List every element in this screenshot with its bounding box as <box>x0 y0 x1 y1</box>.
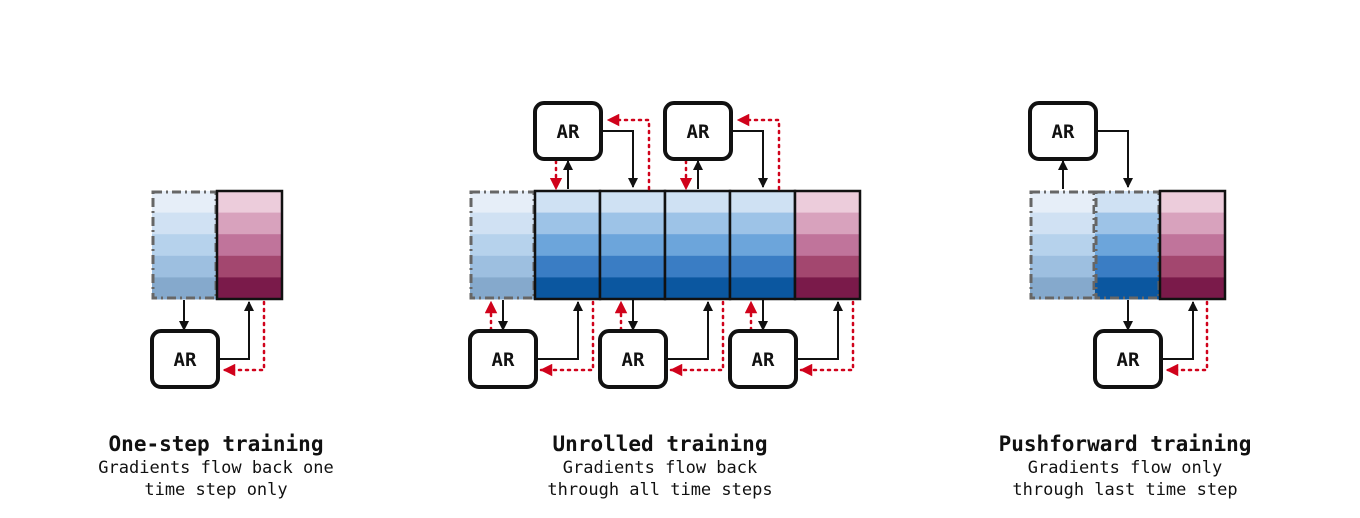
output-arrow <box>602 130 638 188</box>
one-step-desc-line2: time step only <box>144 480 288 500</box>
svg-text:AR: AR <box>1052 121 1075 143</box>
one-step-caption: One-step training Gradients flow back on… <box>16 431 416 501</box>
gradient-arrow <box>799 300 855 377</box>
one-step-desc-line1: Gradients flow back one <box>98 458 334 478</box>
gradient-arrow <box>606 113 651 191</box>
svg-text:AR: AR <box>557 121 580 143</box>
pushforward-state-block <box>1094 190 1161 300</box>
svg-text:AR: AR <box>752 349 775 371</box>
unrolled-desc-line1: Gradients flow back <box>562 458 758 478</box>
rollout-state-block <box>728 189 797 301</box>
target-state-block <box>215 189 284 301</box>
ar-node-bottom: AR <box>598 329 668 389</box>
svg-text:AR: AR <box>174 349 197 371</box>
gradient-arrow <box>222 300 266 377</box>
output-arrow <box>218 301 254 360</box>
rollout-state-block <box>663 189 732 301</box>
output-arrow <box>797 301 843 360</box>
ar-node-top: AR <box>533 101 603 161</box>
output-arrow <box>537 301 583 360</box>
ar-node-bottom: AR <box>468 329 538 389</box>
gradient-arrow <box>539 300 595 377</box>
pushforward-caption: Pushforward training Gradients flow only… <box>925 431 1325 501</box>
svg-text:AR: AR <box>687 121 710 143</box>
one-step-title: One-step training <box>108 432 324 456</box>
input-state-block <box>151 190 218 300</box>
unrolled-caption: Unrolled training Gradients flow back th… <box>460 431 860 501</box>
rollout-state-block <box>533 189 602 301</box>
svg-text:AR: AR <box>622 349 645 371</box>
output-arrow <box>667 301 713 360</box>
output-arrow <box>1097 130 1133 188</box>
ar-node-top: AR <box>663 101 733 161</box>
svg-text:AR: AR <box>492 349 515 371</box>
input-state-block <box>469 190 536 300</box>
pushforward-desc-line1: Gradients flow only <box>1027 458 1223 478</box>
ar-node-bottom: AR <box>1093 329 1163 389</box>
pushforward-title: Pushforward training <box>998 432 1252 456</box>
unrolled-title: Unrolled training <box>552 432 768 456</box>
gradient-arrow <box>1165 300 1209 377</box>
gradient-arrow <box>736 113 781 191</box>
output-arrow <box>1162 301 1198 360</box>
ar-node-bottom: AR <box>728 329 798 389</box>
ar-node-top: AR <box>1028 101 1098 161</box>
target-state-block <box>1158 189 1227 301</box>
svg-text:AR: AR <box>1117 349 1140 371</box>
rollout-state-block <box>598 189 667 301</box>
input-state-block <box>1029 190 1096 300</box>
gradient-arrow <box>669 300 725 377</box>
output-arrow <box>732 130 768 188</box>
target-state-block <box>793 189 862 301</box>
pushforward-desc-line2: through last time step <box>1012 480 1238 500</box>
unrolled-desc-line2: through all time steps <box>547 480 773 500</box>
ar-node: AR <box>150 329 220 389</box>
